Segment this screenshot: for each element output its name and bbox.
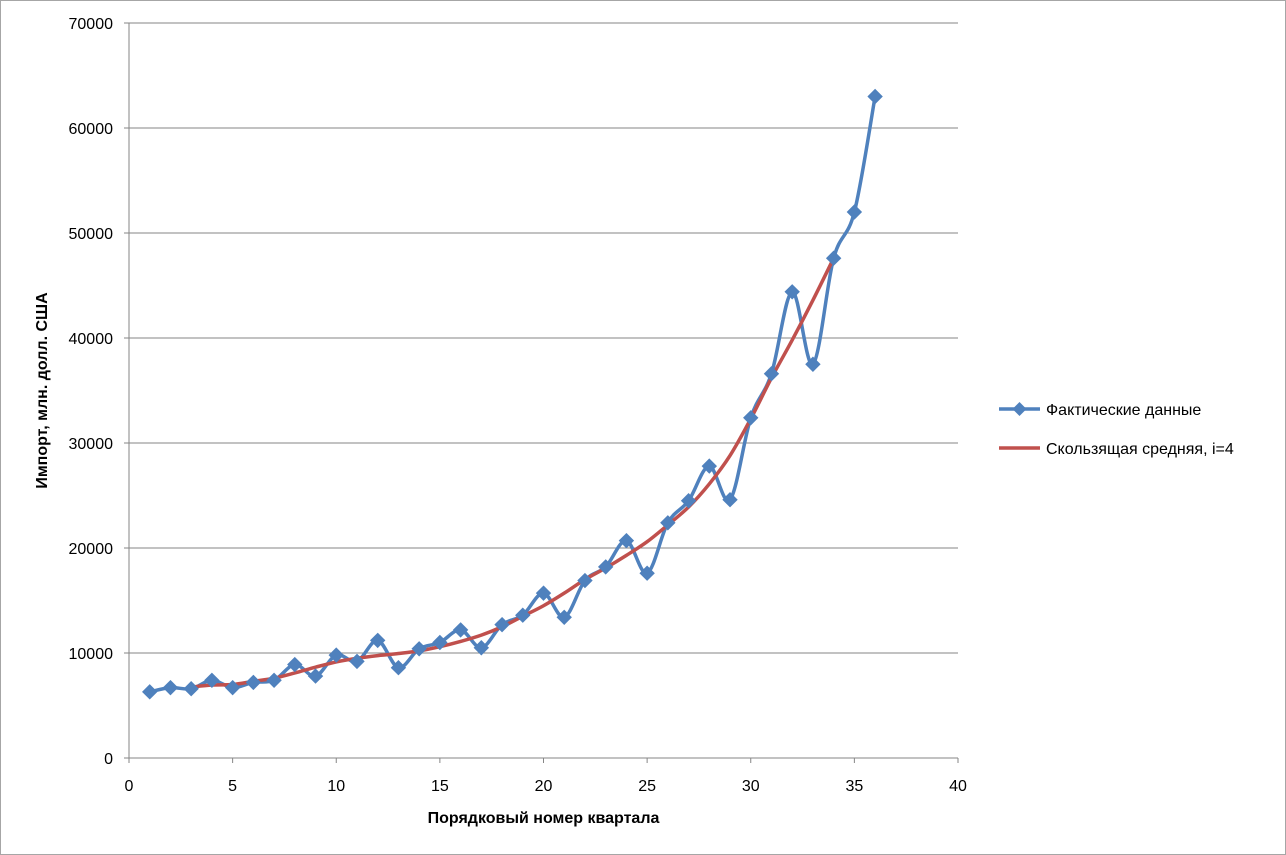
x-tick-label: 25	[638, 778, 656, 795]
data-point-actual	[805, 356, 821, 372]
data-point-actual	[680, 493, 697, 509]
data-point-actual	[452, 622, 469, 638]
data-point-actual	[784, 284, 800, 300]
data-point-actual	[328, 647, 344, 663]
y-tick-label: 50000	[69, 226, 114, 243]
x-tick-label: 0	[125, 778, 134, 795]
legend-entry-moving-average: Скользящая средняя, i=4	[999, 441, 1234, 458]
legend-marker-diamond-icon	[1012, 402, 1027, 416]
data-point-actual	[349, 653, 365, 670]
x-tick-label: 20	[535, 778, 553, 795]
data-point-actual	[266, 672, 282, 689]
data-point-actual	[224, 679, 241, 696]
data-point-actual	[432, 634, 448, 651]
data-point-actual	[618, 532, 635, 549]
x-tick-label: 30	[742, 778, 760, 795]
data-point-actual	[701, 458, 718, 474]
data-point-actual	[245, 674, 262, 691]
y-tick-label: 0	[104, 751, 113, 768]
data-point-actual	[142, 684, 158, 700]
data-point-actual	[287, 656, 303, 673]
data-point-actual	[743, 410, 759, 426]
data-point-actual	[825, 250, 842, 266]
data-point-actual	[369, 632, 386, 649]
x-tick-label: 40	[949, 778, 967, 795]
series-line-moving-average	[190, 257, 836, 689]
x-tick-label: 35	[845, 778, 863, 795]
tick-labels: 0 10000 20000 30000 40000 50000 60000 70000 0 5 10…	[69, 16, 968, 795]
y-tick-label: 10000	[69, 646, 114, 663]
data-point-actual	[639, 565, 655, 581]
data-point-actual	[556, 609, 572, 626]
data-point-actual	[577, 572, 593, 589]
axes	[124, 22, 959, 763]
legend-label-actual: Фактические данные	[1046, 402, 1201, 419]
data-point-actual	[515, 607, 531, 623]
x-tick-label: 15	[431, 778, 449, 795]
gridlines	[129, 22, 958, 654]
data-point-actual	[867, 88, 883, 105]
legend-label-moving-average: Скользящая средняя, i=4	[1046, 441, 1234, 458]
data-point-actual	[411, 641, 427, 657]
data-point-actual	[535, 585, 552, 601]
legend-entry-actual: Фактические данные	[999, 402, 1201, 419]
data-point-actual	[660, 515, 676, 531]
series-layer	[142, 88, 883, 700]
y-tick-label: 30000	[69, 436, 114, 453]
data-point-actual	[162, 679, 179, 696]
y-tick-label: 70000	[69, 16, 114, 33]
y-axis-title: Импорт, млн. долл. США	[34, 292, 51, 489]
y-tick-label: 60000	[69, 121, 114, 138]
data-point-actual	[494, 616, 510, 633]
data-point-actual	[307, 668, 324, 684]
data-point-actual	[763, 365, 780, 382]
data-point-actual	[390, 659, 407, 676]
data-point-actual	[722, 491, 738, 508]
legend: Фактические данные Скользящая средняя, i…	[999, 402, 1234, 458]
data-point-actual	[846, 204, 863, 220]
data-point-actual	[204, 672, 220, 689]
x-tick-label: 10	[327, 778, 345, 795]
y-tick-label: 40000	[69, 331, 114, 348]
x-axis-title: Порядковый номер квартала	[428, 810, 660, 827]
x-tick-label: 5	[228, 778, 237, 795]
series-line-actual	[149, 96, 877, 694]
data-point-actual	[597, 559, 614, 575]
y-tick-label: 20000	[69, 541, 114, 558]
data-point-actual	[473, 640, 490, 656]
data-point-actual	[183, 680, 199, 697]
